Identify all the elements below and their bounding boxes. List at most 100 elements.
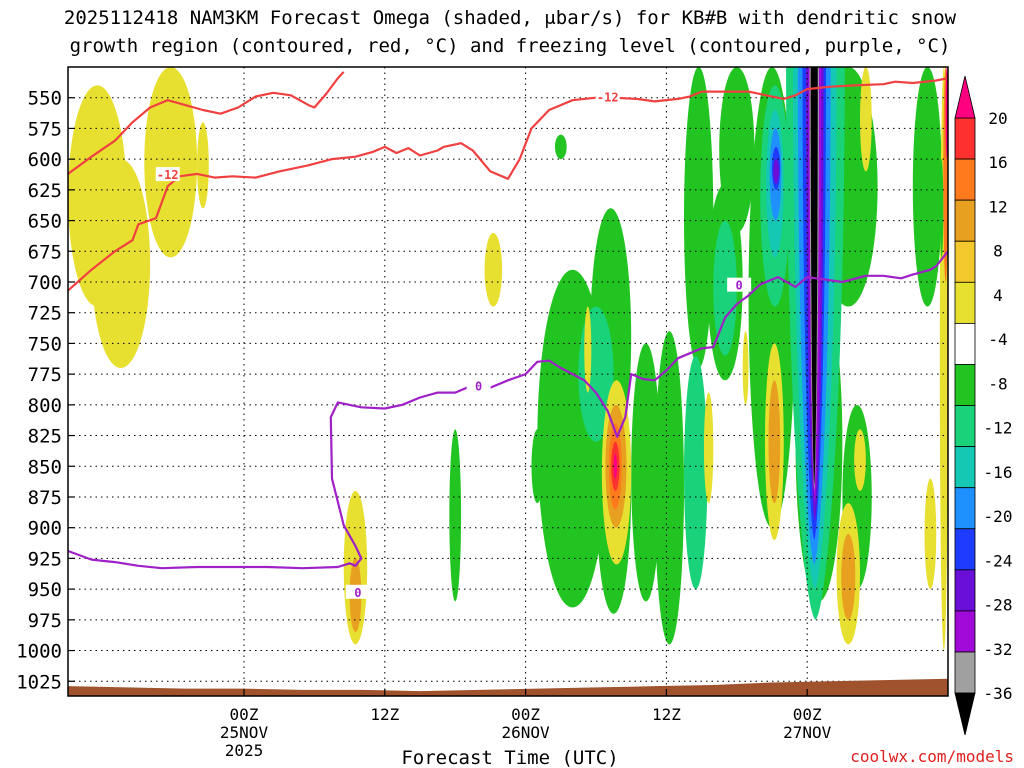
- omega-shade-region: [924, 478, 937, 590]
- y-tick-label: 550: [28, 88, 62, 110]
- colorbar-swatch: [954, 281, 976, 324]
- colorbar-max-triangle: [954, 75, 976, 119]
- chart-title-line-1: 2025112418 NAM3KM Forecast Omega (shaded…: [64, 7, 957, 29]
- y-tick-label: 575: [28, 118, 62, 140]
- omega-shade-region: [584, 306, 592, 393]
- omega-shade-region: [742, 331, 749, 405]
- omega-shade-region: [939, 159, 944, 258]
- y-tick-label: 775: [28, 364, 62, 386]
- colorbar-level-label: -36: [984, 684, 1013, 703]
- colorbar-level-label: -12: [984, 419, 1013, 438]
- freezing-level-contour-label-bg: [466, 378, 491, 393]
- omega-shading: [68, 67, 948, 651]
- colorbar-level-label: -32: [984, 640, 1013, 659]
- x-tick-label: 00Z: [230, 705, 259, 724]
- colorbar-swatch: [954, 322, 976, 365]
- omega-shade-region: [449, 429, 462, 602]
- y-tick-label: 725: [28, 303, 62, 325]
- dgz-contour-label: -12: [157, 168, 179, 182]
- colorbar-swatch: [954, 199, 976, 242]
- y-tick-label: 800: [28, 395, 62, 417]
- omega-shade-region: [684, 355, 708, 590]
- omega-shade-region: [768, 380, 781, 504]
- colorbar-swatch: [954, 158, 976, 201]
- colorbar-level-label: 12: [988, 197, 1007, 216]
- x-axis-label: Forecast Time (UTC): [401, 747, 618, 768]
- x-tick-label: 12Z: [652, 705, 681, 724]
- colorbar: 20 16 12 8 4 -4 -8 -12 -16 -20 -24 -28 -32 -36: [954, 75, 1013, 736]
- y-tick-label: 650: [28, 211, 62, 233]
- colorbar-swatch: [954, 117, 976, 160]
- colorbar-swatch: [954, 651, 976, 694]
- plot-frame: [67, 66, 949, 697]
- colorbar-swatch: [954, 364, 976, 406]
- dgz-contour-label: -12: [597, 91, 619, 105]
- colorbar-min-triangle: [954, 692, 976, 736]
- omega-shade-region: [684, 67, 714, 368]
- colorbar-swatch: [954, 405, 976, 448]
- freezing-level-contour-label: 0: [475, 379, 482, 393]
- omega-shade-region: [841, 533, 856, 620]
- y-tick-label: 700: [28, 272, 62, 294]
- omega-shade-region: [484, 232, 503, 307]
- omega-shade-region: [719, 67, 755, 233]
- chart-title-line-2: growth region (contoured, red, °C) and f…: [70, 35, 951, 57]
- omega-shade-region: [810, 67, 818, 485]
- omega-shade-region: [713, 220, 737, 356]
- colorbar-level-label: -24: [984, 551, 1013, 570]
- watermark: coolwx.com/models: [850, 747, 1014, 766]
- omega-shade-region: [144, 67, 198, 258]
- y-axis: 550 575 600 625 650 675 700 725 750 775 800 825 850 8…: [16, 88, 75, 693]
- omega-shade-region: [91, 159, 151, 368]
- y-tick-label: 850: [28, 456, 62, 478]
- dgz-contour-line: [68, 71, 345, 175]
- omega-shade-region: [631, 343, 661, 602]
- colorbar-swatch: [954, 487, 976, 530]
- colorbar-swatch: [954, 610, 976, 653]
- plot-area: -12 -12 0 0 0: [68, 67, 948, 696]
- colorbar-level-label: -8: [988, 374, 1007, 393]
- freezing-level-contour-label: 0: [354, 586, 361, 600]
- contour-lines: -12 -12 0 0 0: [68, 71, 948, 600]
- x-tick-label: 12Z: [370, 705, 399, 724]
- dgz-contour-line: [68, 77, 948, 292]
- y-tick-label: 750: [28, 333, 62, 355]
- omega-shade-region: [912, 67, 943, 307]
- omega-shade-region: [860, 67, 872, 172]
- y-tick-label: 1025: [16, 671, 62, 693]
- terrain-fill: [68, 678, 948, 696]
- y-tick-label: 900: [28, 518, 62, 540]
- omega-shade-region: [531, 429, 544, 504]
- colorbar-level-label: 16: [988, 153, 1007, 172]
- omega-shade-region: [554, 134, 567, 160]
- x-tick-label: 2025: [225, 741, 264, 760]
- omega-shade-region: [854, 429, 866, 491]
- y-tick-label: 825: [28, 426, 62, 448]
- x-tick-label: 26NOV: [502, 723, 551, 742]
- y-tick-label: 600: [28, 149, 62, 171]
- omega-shade-region: [613, 453, 618, 479]
- colorbar-swatch: [954, 446, 976, 489]
- gridlines: [68, 67, 948, 696]
- y-tick-label: 625: [28, 180, 62, 202]
- colorbar-level-label: -16: [984, 463, 1013, 482]
- colorbar-level-label: -4: [988, 330, 1007, 349]
- dgz-contour-label-bg: [595, 89, 620, 104]
- freezing-level-contour-label: 0: [736, 279, 743, 293]
- colorbar-level-label: 8: [993, 242, 1003, 261]
- y-tick-label: 950: [28, 579, 62, 601]
- x-tick-label: 25NOV: [220, 723, 269, 742]
- y-tick-label: 1000: [16, 641, 62, 663]
- y-tick-label: 675: [28, 241, 62, 263]
- y-tick-label: 925: [28, 548, 62, 570]
- colorbar-swatch: [954, 569, 976, 612]
- colorbar-level-label: 4: [993, 286, 1003, 305]
- omega-shade-region: [703, 392, 714, 504]
- colorbar-level-label: 20: [988, 109, 1007, 128]
- y-tick-label: 975: [28, 610, 62, 632]
- colorbar-swatch: [954, 528, 976, 571]
- omega-shade-region: [654, 331, 684, 645]
- colorbar-level-label: -20: [984, 507, 1013, 526]
